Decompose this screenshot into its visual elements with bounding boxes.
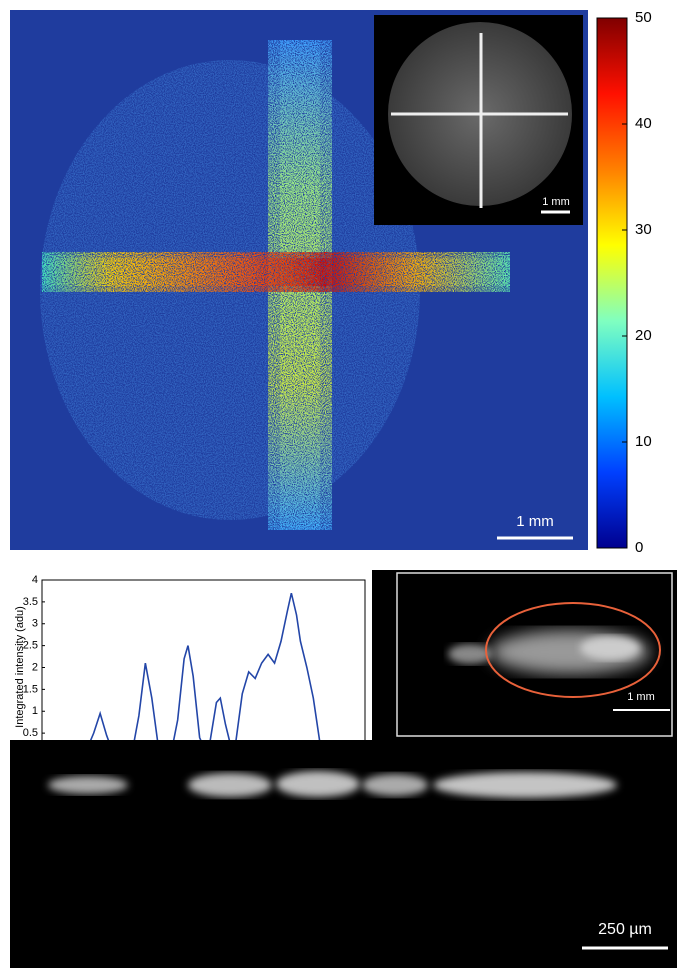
colorbar-tick-label: 10 (635, 433, 652, 450)
scale-label: 1 mm (516, 513, 554, 530)
y-tick-label: 1 (32, 705, 38, 717)
y-tick-label: 4 (32, 574, 38, 586)
colorbar: 0 10 20 30 40 50 (596, 9, 652, 556)
y-tick-label: 3.5 (23, 596, 38, 608)
colorbar-scale (596, 17, 628, 549)
y-tick-label: 3 (32, 618, 38, 630)
colorbar-tick-label: 30 (635, 221, 652, 238)
colorbar-tick-label: 20 (635, 327, 652, 344)
bottom-image: 250 µm (10, 738, 677, 968)
y-tick-label: 0.5 (23, 727, 38, 739)
scale-label: 1 mm (627, 691, 655, 703)
y-tick-label: 2 (32, 661, 38, 673)
colorbar-tick-label: 50 (635, 9, 652, 26)
inset-image: 1 mm (372, 570, 677, 740)
y-axis-label: Integrated intensity (adu) (14, 606, 26, 728)
scale-label: 250 µm (598, 921, 652, 938)
heatmap-image: 1 mm 1 mm (10, 10, 588, 550)
y-tick-label: 2.5 (23, 640, 38, 652)
scale-label: 1 mm (542, 196, 570, 208)
y-tick-label: 1.5 (23, 683, 38, 695)
colorbar-tick-label: 0 (635, 539, 643, 556)
colorbar-tick-label: 40 (635, 115, 652, 132)
